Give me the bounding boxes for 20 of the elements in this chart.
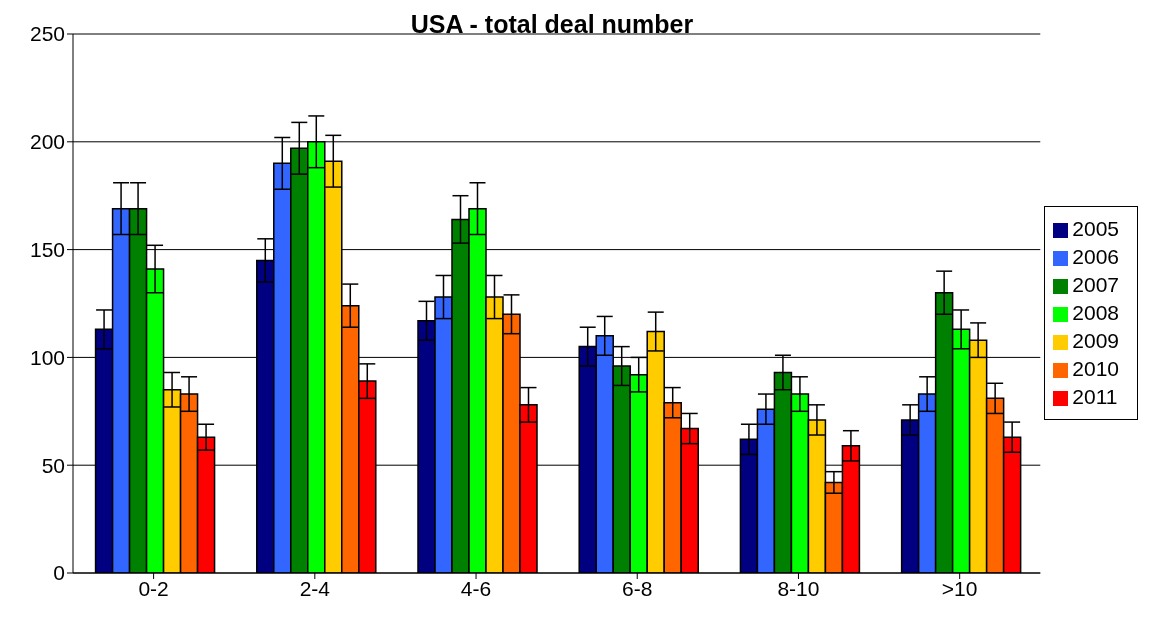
x-tick-label: 4-6 [460,576,492,600]
legend-label: 2010 [1072,357,1119,380]
y-tick-label: 0 [53,561,65,585]
y-tick-label: 200 [29,130,65,154]
y-tick-label: 50 [41,453,65,477]
legend-label: 2007 [1072,273,1119,296]
x-tick-label: 6-8 [622,576,653,600]
x-tick-label: 8-10 [777,576,820,600]
y-tick-label: 250 [29,22,65,46]
x-tick-label: 0-2 [138,576,169,600]
x-tick-label: 2-4 [299,576,331,600]
legend-label: 2006 [1072,245,1119,268]
chart-title: USA - total deal number [409,10,695,39]
y-tick-label: 100 [29,345,65,369]
legend-label: 2008 [1072,301,1119,324]
legend-label: 2009 [1072,329,1119,352]
legend-label: 2005 [1072,217,1119,240]
x-tick-label: >10 [941,576,978,600]
y-tick-label: 150 [29,238,65,262]
legend-label: 2011 [1072,385,1118,408]
